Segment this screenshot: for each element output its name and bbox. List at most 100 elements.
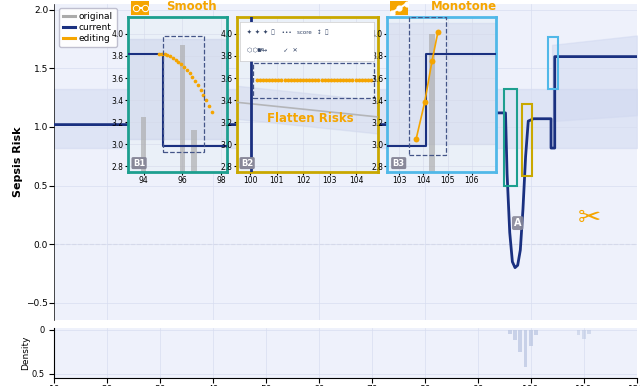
- Point: [255, 77, 265, 83]
- Legend: original, current, editing: original, current, editing: [59, 8, 116, 47]
- Bar: [548, 37, 558, 90]
- Bar: [253, 63, 374, 98]
- Text: Monotone: Monotone: [431, 0, 497, 13]
- Point: [420, 99, 430, 105]
- Point: [176, 61, 186, 67]
- Point: [348, 77, 358, 83]
- Text: ✂: ✂: [577, 205, 601, 232]
- Point: [329, 77, 339, 83]
- Point: [411, 135, 421, 142]
- Point: [341, 77, 351, 83]
- Point: [207, 108, 217, 115]
- Point: [433, 29, 443, 35]
- Bar: [534, 330, 538, 335]
- Point: [140, 5, 150, 11]
- Point: [401, 1, 412, 7]
- Point: [173, 59, 184, 65]
- Point: [165, 53, 175, 59]
- Point: [195, 87, 205, 93]
- Point: [285, 77, 296, 83]
- Point: [332, 77, 342, 83]
- Point: [261, 77, 271, 83]
- Point: [289, 77, 299, 83]
- Point: [301, 77, 311, 83]
- Point: [163, 52, 173, 58]
- Point: [131, 5, 141, 11]
- Point: [193, 82, 203, 88]
- Point: [360, 77, 370, 83]
- Point: [427, 58, 437, 64]
- Bar: [180, 45, 185, 172]
- Point: [338, 77, 348, 83]
- Point: [204, 103, 214, 109]
- Point: [280, 77, 290, 83]
- Bar: [577, 330, 580, 335]
- Text: Flatten Risks: Flatten Risks: [267, 112, 353, 125]
- Bar: [409, 17, 447, 155]
- Text: ✦  ✦  ✦  ⟋    •••   score   ↕  🗑: ✦ ✦ ✦ ⟋ ••• score ↕ 🗑: [247, 29, 328, 34]
- Point: [295, 77, 305, 83]
- Bar: [163, 36, 204, 152]
- Point: [387, 9, 397, 15]
- Bar: [513, 330, 517, 340]
- Text: ⬡⬡  ↔        ✓  ✕: ⬡⬡ ↔ ✓ ✕: [247, 48, 298, 54]
- Point: [190, 78, 200, 84]
- Point: [314, 77, 324, 83]
- Point: [326, 77, 336, 83]
- Point: [353, 77, 364, 83]
- Point: [310, 77, 321, 83]
- Bar: [588, 330, 591, 334]
- Bar: [508, 330, 511, 334]
- Bar: [504, 90, 516, 186]
- Point: [198, 92, 209, 98]
- Text: Smooth: Smooth: [166, 0, 216, 13]
- Point: [356, 77, 367, 83]
- Point: [264, 77, 274, 83]
- Bar: [191, 130, 197, 172]
- Y-axis label: Sepsis Risk: Sepsis Risk: [13, 127, 24, 197]
- Bar: [582, 330, 586, 339]
- Point: [159, 51, 170, 58]
- Point: [140, 5, 150, 11]
- Point: [168, 55, 178, 61]
- Text: B1: B1: [133, 159, 145, 168]
- Point: [351, 77, 361, 83]
- Point: [276, 77, 287, 83]
- Text: A: A: [514, 218, 522, 228]
- Point: [316, 77, 326, 83]
- Bar: [529, 330, 532, 346]
- Point: [157, 51, 167, 57]
- Point: [154, 51, 164, 57]
- Point: [363, 77, 373, 83]
- Point: [298, 77, 308, 83]
- Point: [304, 77, 314, 83]
- Point: [323, 77, 333, 83]
- Point: [182, 67, 192, 73]
- Point: [131, 5, 141, 11]
- Point: [184, 70, 195, 76]
- Point: [319, 77, 330, 83]
- Point: [201, 97, 211, 103]
- Point: [292, 77, 302, 83]
- Point: [273, 77, 284, 83]
- Y-axis label: Density: Density: [21, 336, 30, 371]
- Point: [366, 77, 376, 83]
- Point: [335, 77, 345, 83]
- Point: [258, 77, 268, 83]
- Bar: [429, 34, 435, 172]
- Point: [307, 77, 317, 83]
- Bar: [518, 330, 522, 352]
- Text: ☛: ☛: [256, 46, 264, 55]
- Point: [179, 64, 189, 70]
- Point: [282, 77, 292, 83]
- Point: [270, 77, 280, 83]
- Text: B2: B2: [241, 159, 253, 168]
- Bar: [522, 103, 532, 176]
- Point: [394, 5, 404, 11]
- Point: [344, 77, 355, 83]
- Text: B3: B3: [393, 159, 404, 168]
- Point: [252, 77, 262, 83]
- Bar: [141, 117, 147, 172]
- Point: [267, 77, 277, 83]
- Point: [187, 74, 197, 80]
